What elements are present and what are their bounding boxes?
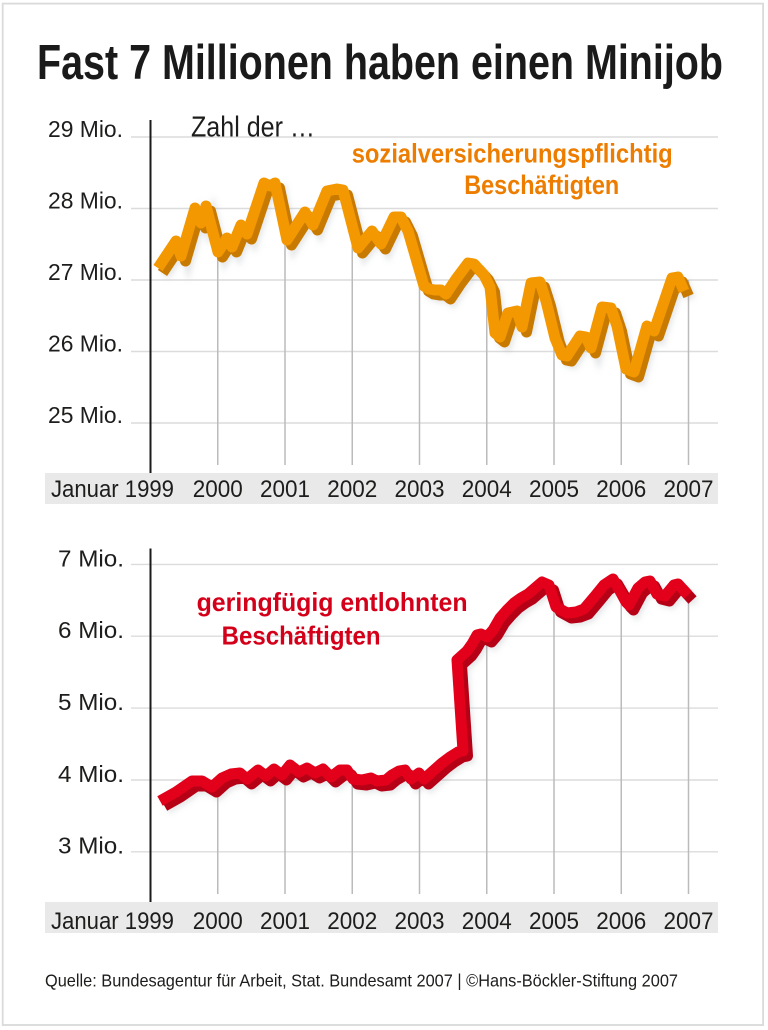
svg-text:geringfügig entlohnten: geringfügig entlohnten bbox=[197, 587, 468, 617]
svg-text:25 Mio.: 25 Mio. bbox=[48, 402, 123, 428]
svg-text:2004: 2004 bbox=[462, 908, 512, 935]
svg-text:Januar 1999: Januar 1999 bbox=[51, 908, 174, 935]
svg-text:2003: 2003 bbox=[395, 908, 445, 935]
svg-text:6 Mio.: 6 Mio. bbox=[58, 617, 124, 643]
svg-text:2005: 2005 bbox=[529, 476, 579, 503]
svg-text:29 Mio.: 29 Mio. bbox=[48, 116, 123, 142]
svg-text:27 Mio.: 27 Mio. bbox=[48, 259, 123, 285]
svg-text:Beschäftigten: Beschäftigten bbox=[222, 621, 381, 651]
svg-text:26 Mio.: 26 Mio. bbox=[48, 331, 123, 357]
svg-text:5 Mio.: 5 Mio. bbox=[58, 689, 124, 715]
svg-text:sozialversicherungspflichtig: sozialversicherungspflichtig bbox=[352, 139, 673, 169]
svg-text:4 Mio.: 4 Mio. bbox=[58, 761, 124, 787]
svg-text:7 Mio.: 7 Mio. bbox=[58, 546, 124, 572]
svg-text:2007: 2007 bbox=[664, 908, 714, 935]
svg-text:Fast 7 Millionen haben einen M: Fast 7 Millionen haben einen Minijob bbox=[37, 36, 723, 90]
svg-text:2001: 2001 bbox=[260, 908, 310, 935]
svg-text:28 Mio.: 28 Mio. bbox=[48, 188, 123, 214]
svg-text:2003: 2003 bbox=[395, 476, 445, 503]
svg-text:Januar 1999: Januar 1999 bbox=[51, 476, 174, 503]
svg-text:3 Mio.: 3 Mio. bbox=[58, 833, 124, 859]
svg-text:2006: 2006 bbox=[596, 476, 646, 503]
svg-text:2004: 2004 bbox=[462, 476, 512, 503]
svg-text:Quelle: Bundesagentur für Arbe: Quelle: Bundesagentur für Arbeit, Stat. … bbox=[45, 971, 678, 991]
svg-text:2001: 2001 bbox=[260, 476, 310, 503]
svg-text:2000: 2000 bbox=[193, 476, 243, 503]
svg-text:2000: 2000 bbox=[193, 908, 243, 935]
svg-text:2002: 2002 bbox=[327, 476, 377, 503]
svg-text:Beschäftigten: Beschäftigten bbox=[464, 170, 619, 200]
svg-text:2007: 2007 bbox=[664, 476, 714, 503]
svg-text:2002: 2002 bbox=[327, 908, 377, 935]
svg-text:2006: 2006 bbox=[596, 908, 646, 935]
svg-text:2005: 2005 bbox=[529, 908, 579, 935]
svg-text:Zahl der …: Zahl der … bbox=[191, 112, 315, 144]
